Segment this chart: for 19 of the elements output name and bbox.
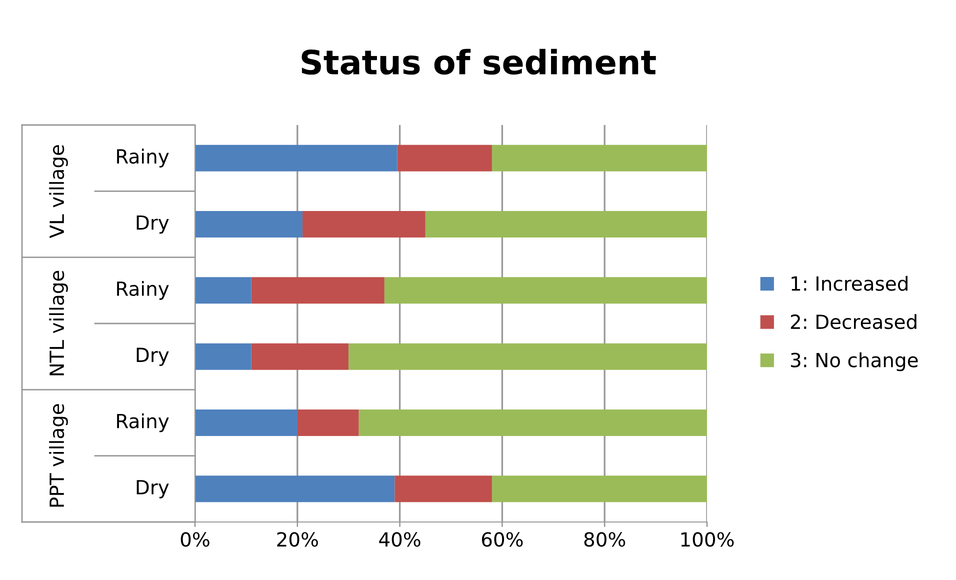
y-tick-label: Dry [136, 480, 169, 498]
legend-label: 3: No change [790, 352, 918, 372]
text: VL village [49, 145, 68, 238]
y-tick-label: Rainy [117, 148, 169, 168]
y-tick-label: Rainy [117, 413, 169, 432]
legend-label: 2: Decreased [790, 314, 916, 330]
x-tick-label: 40% [379, 532, 420, 547]
legend-label: 1: Increased [792, 276, 908, 291]
x-tick-label: 80% [584, 532, 626, 547]
y-tick-label: Rainy [117, 281, 169, 300]
y-tick-label: Dry [136, 215, 169, 234]
chart-title: Status of sediment [302, 48, 656, 75]
x-tick-label: 100% [681, 532, 734, 547]
y-tick-label: Dry [136, 348, 169, 366]
x-tick-label: 20% [277, 532, 318, 547]
x-tick-label: 0% [180, 532, 210, 547]
x-tick-label: 60% [482, 532, 523, 547]
text: NTL village [49, 270, 68, 376]
text: PPT village [49, 404, 68, 507]
